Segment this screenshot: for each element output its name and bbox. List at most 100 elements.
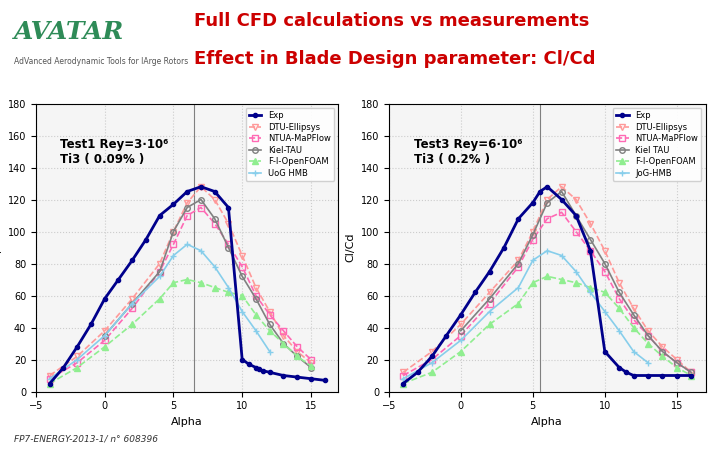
Exp <box>197 184 205 189</box>
Line: Kiel-TAU: Kiel-TAU <box>102 197 314 370</box>
Exp <box>500 245 508 250</box>
Exp <box>73 344 81 349</box>
DTU-Ellipsys <box>600 248 609 253</box>
Y-axis label: Cl/Cd: Cl/Cd <box>0 233 2 262</box>
Line: Exp: Exp <box>48 184 327 386</box>
Exp <box>471 290 480 295</box>
JoG-HMB <box>600 309 609 314</box>
F-I-OpenFOAM <box>456 349 465 354</box>
DTU-Ellipsys <box>399 369 408 375</box>
Exp <box>169 202 178 207</box>
Exp <box>128 257 137 263</box>
JoG-HMB <box>644 360 652 365</box>
X-axis label: Alpha: Alpha <box>171 417 203 427</box>
NTUA-MaPFlow <box>197 205 205 210</box>
F-I-OpenFOAM <box>307 363 315 369</box>
UoG HMB <box>238 309 246 314</box>
NTUA-MaPFlow <box>514 264 523 270</box>
Kiel TAU <box>456 328 465 333</box>
Exp <box>245 362 253 367</box>
Kiel TAU <box>586 237 595 242</box>
JoG-HMB <box>572 269 580 274</box>
Kiel TAU <box>600 261 609 266</box>
Text: AVATAR: AVATAR <box>14 20 125 44</box>
Kiel-TAU <box>279 341 288 346</box>
F-I-OpenFOAM <box>251 312 260 317</box>
Exp <box>629 373 638 378</box>
F-I-OpenFOAM <box>399 381 408 386</box>
F-I-OpenFOAM <box>557 277 566 282</box>
Exp <box>279 373 288 378</box>
Kiel TAU <box>514 261 523 266</box>
Kiel-TAU <box>156 269 164 274</box>
F-I-OpenFOAM <box>183 277 192 282</box>
UoG HMB <box>45 376 54 382</box>
F-I-OpenFOAM <box>543 274 552 279</box>
NTUA-MaPFlow <box>210 221 219 226</box>
DTU-Ellipsys <box>644 328 652 333</box>
JoG-HMB <box>514 285 523 290</box>
Text: Test1 Rey=3·10⁶
Ti3 ( 0.09% ): Test1 Rey=3·10⁶ Ti3 ( 0.09% ) <box>60 138 168 166</box>
Text: Effect in Blade Design parameter: Cl/Cd: Effect in Blade Design parameter: Cl/Cd <box>194 50 596 68</box>
F-I-OpenFOAM <box>128 322 137 327</box>
DTU-Ellipsys <box>307 360 315 365</box>
Exp <box>307 376 315 382</box>
Text: Test3 Rey=6·10⁶
Ti3 ( 0.2% ): Test3 Rey=6·10⁶ Ti3 ( 0.2% ) <box>414 138 523 166</box>
Exp <box>672 373 681 378</box>
F-I-OpenFOAM <box>45 381 54 386</box>
Exp <box>156 213 164 218</box>
NTUA-MaPFlow <box>658 349 667 354</box>
Line: NTUA-MaPFlow: NTUA-MaPFlow <box>400 210 694 378</box>
Text: Full CFD calculations vs measurements: Full CFD calculations vs measurements <box>194 12 590 30</box>
JoG-HMB <box>528 257 537 263</box>
F-I-OpenFOAM <box>238 293 246 298</box>
DTU-Ellipsys <box>528 229 537 234</box>
UoG HMB <box>183 242 192 247</box>
DTU-Ellipsys <box>572 197 580 202</box>
F-I-OpenFOAM <box>600 290 609 295</box>
Kiel TAU <box>572 213 580 218</box>
F-I-OpenFOAM <box>687 373 696 378</box>
Kiel TAU <box>615 290 624 295</box>
NTUA-MaPFlow <box>100 338 109 343</box>
Exp <box>658 373 667 378</box>
Line: UoG HMB: UoG HMB <box>47 242 272 382</box>
JoG-HMB <box>485 309 494 314</box>
F-I-OpenFOAM <box>586 285 595 290</box>
Line: F-I-OpenFOAM: F-I-OpenFOAM <box>47 277 314 386</box>
JoG-HMB <box>399 376 408 382</box>
Exp <box>456 312 465 317</box>
Kiel-TAU <box>224 245 233 250</box>
NTUA-MaPFlow <box>293 344 302 349</box>
Line: NTUA-MaPFlow: NTUA-MaPFlow <box>47 205 314 382</box>
Exp <box>622 369 631 375</box>
Kiel-TAU <box>183 205 192 210</box>
JoG-HMB <box>629 349 638 354</box>
NTUA-MaPFlow <box>266 312 274 317</box>
UoG HMB <box>197 248 205 253</box>
Exp <box>572 213 580 218</box>
Exp <box>514 216 523 221</box>
DTU-Ellipsys <box>672 357 681 362</box>
Exp <box>615 365 624 370</box>
F-I-OpenFOAM <box>100 344 109 349</box>
Exp <box>528 200 537 205</box>
JoG-HMB <box>456 338 465 343</box>
NTUA-MaPFlow <box>307 357 315 362</box>
Exp <box>114 277 123 282</box>
F-I-OpenFOAM <box>279 341 288 346</box>
Legend: Exp, DTU-Ellipsys, NTUA-MaPFlow, Kiel TAU, F-I-OpenFOAM, JoG-HMB: Exp, DTU-Ellipsys, NTUA-MaPFlow, Kiel TA… <box>613 108 701 181</box>
UoG HMB <box>73 357 81 362</box>
Line: Kiel TAU: Kiel TAU <box>458 189 694 375</box>
NTUA-MaPFlow <box>456 333 465 338</box>
Exp <box>258 368 267 373</box>
Kiel TAU <box>557 189 566 194</box>
F-I-OpenFOAM <box>485 322 494 327</box>
NTUA-MaPFlow <box>251 293 260 298</box>
Exp <box>45 381 54 386</box>
NTUA-MaPFlow <box>399 373 408 378</box>
Exp <box>442 333 451 338</box>
Exp <box>293 374 302 380</box>
Kiel TAU <box>687 369 696 375</box>
JoG-HMB <box>615 328 624 333</box>
